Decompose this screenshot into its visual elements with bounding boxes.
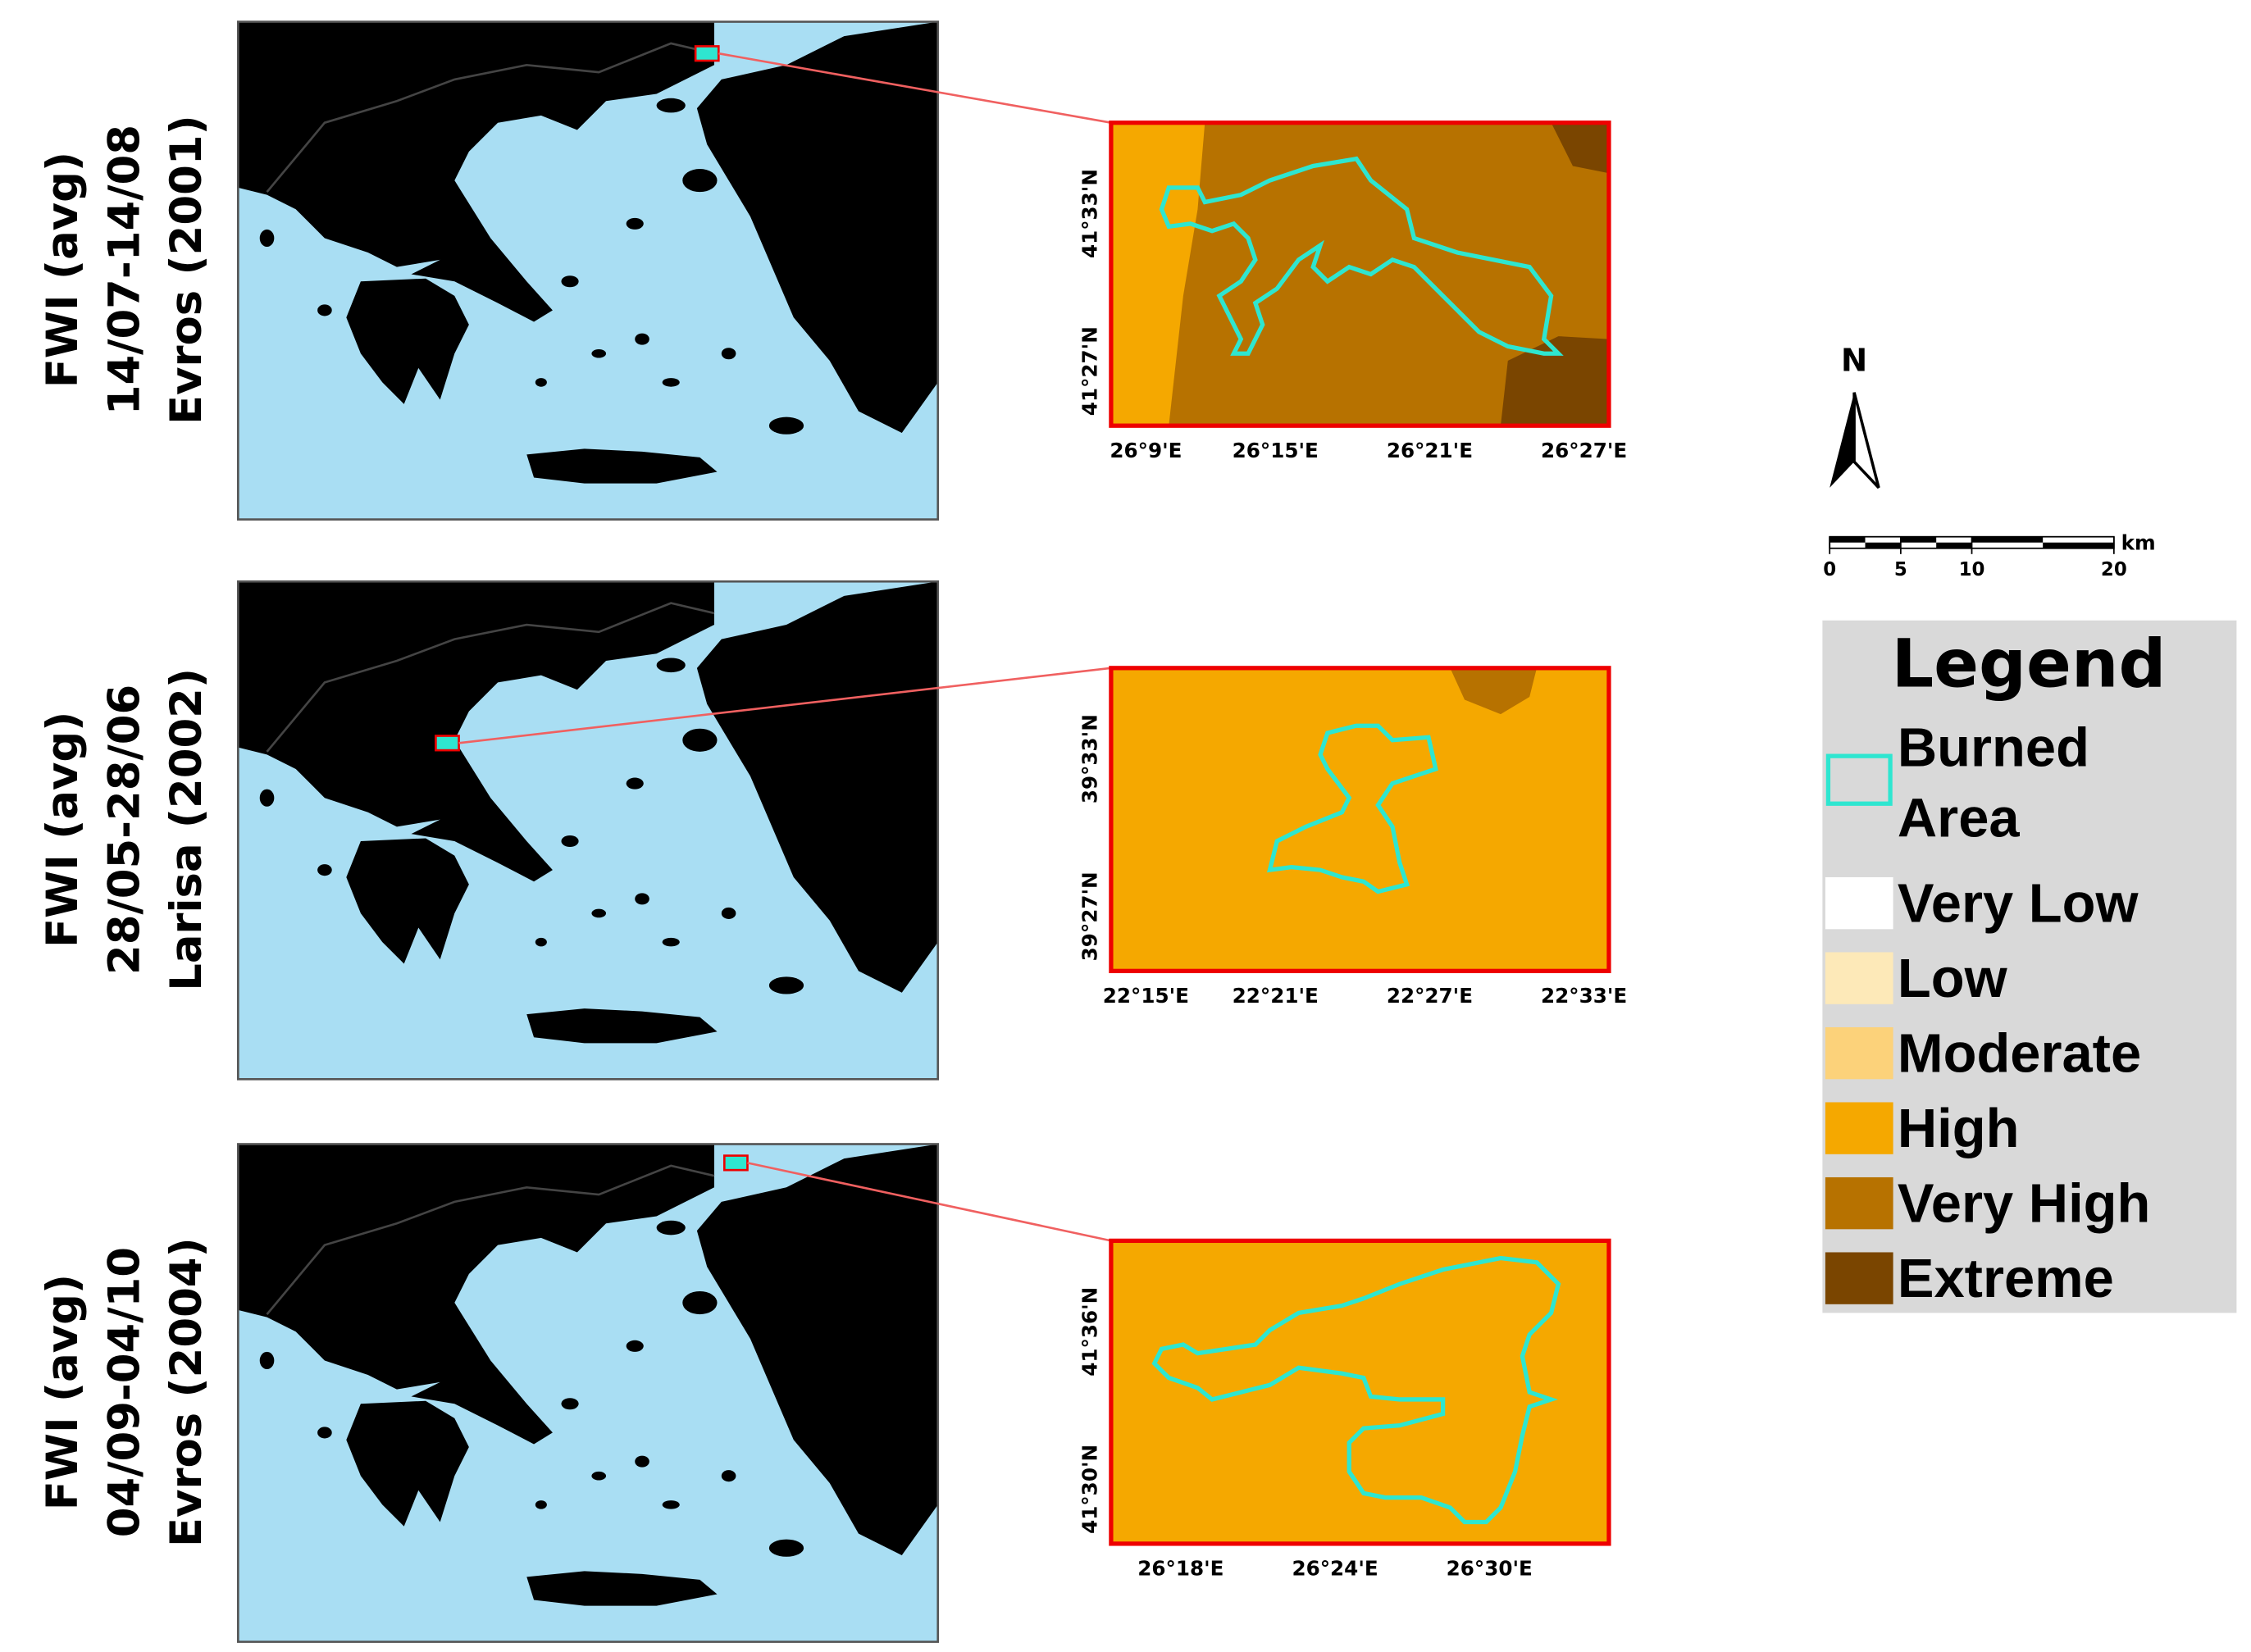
x-tick-label: 26°30'E [1447, 1557, 1533, 1581]
legend-label: Burned Area [1897, 718, 2089, 851]
legend-label: Very Low [1897, 874, 2139, 935]
legend-item: Very Low [1897, 874, 2139, 935]
row-label: Larisa (2002) [162, 668, 212, 991]
north-arrow [1852, 392, 1880, 489]
legend-swatch [1825, 952, 1893, 1004]
zoom-line [747, 1162, 1112, 1242]
zoom-line [718, 52, 1112, 124]
x-tick-label: 26°21'E [1387, 439, 1473, 462]
row-label: FWI (avg) [38, 152, 88, 388]
burned-area [1266, 723, 1438, 894]
legend-swatch [1825, 1026, 1893, 1080]
scale-segment [1900, 536, 1937, 543]
legend-item: Very High [1897, 1174, 2151, 1236]
inset-map [1109, 666, 1611, 973]
row-label: 28/05-28/06 [99, 685, 149, 975]
extreme-zone [1501, 336, 1609, 426]
inset-bg [1110, 667, 1609, 972]
legend-label: Moderate [1897, 1024, 2142, 1085]
scale-segment [1830, 536, 1866, 543]
greece-map [237, 20, 940, 521]
scale-bar: 0 5 10 20 [1823, 535, 2127, 580]
legend-item: Low [1897, 949, 2007, 1010]
legend-swatch [1825, 1102, 1893, 1154]
x-tick-label: 26°18'E [1137, 1557, 1223, 1581]
burned-locator [723, 1154, 749, 1172]
legend-label: Very High [1897, 1174, 2151, 1236]
greece-map [237, 1143, 940, 1643]
very-high-zone [1169, 122, 1609, 426]
scale-segment [2043, 542, 2114, 548]
legend-title: Legend [1892, 626, 2167, 703]
panel: FWI (avg) 14/07-14/08 Evros (2001) 26°9'E 26… [38, 20, 1627, 521]
very-high-zone [1450, 667, 1537, 715]
x-tick-label: 22°33'E [1541, 984, 1627, 1008]
row-label: FWI (avg) [38, 1274, 88, 1510]
scale-tick-label: 5 [1894, 559, 1907, 580]
north-label: N [1841, 342, 1867, 379]
row-label: Evros (2004) [162, 1237, 212, 1547]
row-label: Evros (2001) [162, 115, 212, 425]
y-tick-label: 41°27'N [1078, 326, 1101, 416]
row-label: 04/09-04/10 [99, 1247, 149, 1537]
legend-swatch [1825, 1176, 1893, 1230]
scale-tick-label: 0 [1823, 559, 1836, 580]
extreme-zone [1551, 122, 1609, 174]
legend-swatch [1825, 753, 1893, 806]
legend-swatch [1825, 876, 1893, 930]
zoom-line [458, 667, 1112, 744]
legend-label: High [1897, 1099, 2020, 1160]
scale-unit: km [2121, 531, 2156, 555]
inset-map [1109, 121, 1611, 428]
x-tick-label: 26°15'E [1233, 439, 1319, 462]
scale-tick-label: 20 [2101, 559, 2127, 580]
legend-label: Low [1897, 949, 2007, 1010]
burned-locator [435, 735, 460, 752]
legend-label: Extreme [1897, 1249, 2114, 1310]
panels: FWI (avg) 14/07-14/08 Evros (2001)26°9'E 26… [38, 20, 1627, 1643]
y-tick-label: 41°30'N [1078, 1445, 1101, 1534]
burned-area [1159, 156, 1564, 356]
inset-frame [1109, 1238, 1611, 1546]
y-tick-label: 39°33'N [1078, 714, 1101, 803]
north-arrow [1830, 392, 1855, 488]
panel: FWI (avg) 28/05-28/06 Larisa (2002) 22°15'E… [38, 580, 1627, 1081]
scale-segment [1971, 536, 2044, 543]
inset-frame [1109, 121, 1611, 428]
scale-segment [1936, 542, 1972, 548]
x-tick-label: 26°27'E [1541, 439, 1627, 462]
row-label: FWI (avg) [38, 712, 88, 948]
inset-map [1109, 1238, 1611, 1546]
legend-item: Moderate [1897, 1024, 2142, 1085]
row-label: 14/07-14/08 [99, 125, 149, 415]
inset-bg [1110, 1240, 1609, 1544]
y-tick-label: 39°27'N [1078, 872, 1101, 961]
legend-item: Extreme [1897, 1249, 2114, 1310]
greece-map [237, 580, 940, 1081]
x-tick-label: 22°27'E [1387, 984, 1473, 1008]
y-tick-label: 41°36'N [1078, 1287, 1101, 1377]
panel: FWI (avg) 04/09-04/10 Evros (2004) 26°18'E 2… [38, 1143, 1611, 1643]
burned-area [1151, 1255, 1561, 1525]
inset-frame [1109, 666, 1611, 973]
map-furniture: N 0 5 10 20 km Legend Burned Area Very Low Lo… [1822, 342, 2237, 1313]
x-tick-label: 22°15'E [1103, 984, 1189, 1008]
legend-item: High [1897, 1099, 2020, 1160]
scale-segment [1865, 542, 1901, 548]
burned-locator [694, 45, 720, 62]
legend-swatch [1825, 1252, 1893, 1304]
y-tick-label: 41°33'N [1078, 169, 1101, 258]
x-tick-label: 22°21'E [1233, 984, 1319, 1008]
scale-tick-label: 10 [1959, 559, 1985, 580]
x-tick-label: 26°24'E [1292, 1557, 1378, 1581]
legend: Burned Area Very Low Low Moderate High Very H… [1825, 718, 2151, 1310]
x-tick-label: 26°9'E [1110, 439, 1182, 462]
legend-item: Burned Area [1897, 718, 2089, 851]
